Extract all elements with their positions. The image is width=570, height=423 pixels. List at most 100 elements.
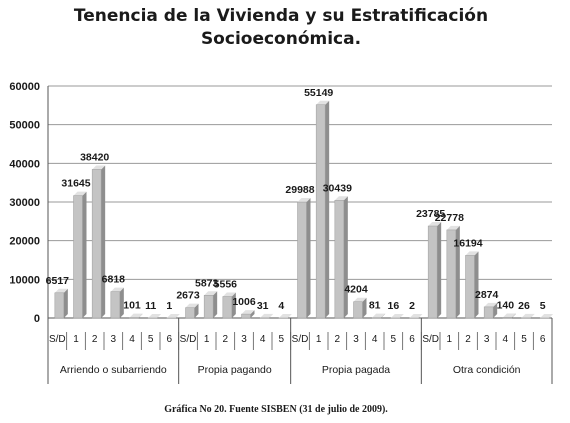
x-tick-label: 4: [129, 334, 135, 345]
bar-side: [362, 297, 367, 318]
bar-top: [73, 191, 87, 196]
bar: [315, 104, 326, 319]
bar-top: [204, 291, 218, 296]
bar: [185, 307, 195, 319]
group-label: Otra condición: [453, 364, 521, 376]
data-label: 2874: [475, 289, 499, 301]
data-label: 11: [145, 300, 156, 312]
data-label: 1006: [232, 296, 256, 308]
bar-side: [455, 225, 460, 318]
bar-side: [474, 251, 479, 318]
data-label: 4: [278, 300, 284, 312]
x-tick-label: 3: [484, 334, 490, 345]
bar-side: [511, 313, 516, 318]
bar-side: [437, 222, 442, 318]
group-label: Arriendo o subarriendo: [60, 364, 167, 376]
data-label: 140: [497, 299, 515, 311]
bar-top: [241, 310, 255, 315]
bar-top: [222, 292, 236, 297]
bar-top: [166, 313, 180, 318]
data-label: 4204: [344, 284, 368, 296]
bar-side: [138, 313, 143, 318]
data-label: 101: [123, 300, 141, 312]
bar: [91, 169, 102, 319]
x-tick-label: 1: [447, 334, 453, 345]
bar-side: [269, 313, 274, 318]
bar-side: [213, 291, 218, 318]
x-tick-label: 6: [167, 334, 173, 345]
bar-top: [260, 313, 274, 318]
x-tick-label: 3: [241, 334, 247, 345]
bar-side: [325, 100, 330, 318]
bar-top: [129, 313, 143, 318]
x-tick-label: 4: [503, 334, 509, 345]
y-tick-label: 60000: [9, 81, 40, 93]
data-label: 2: [409, 300, 415, 312]
bar-side: [381, 313, 386, 318]
x-tick-label: S/D: [422, 334, 439, 345]
bar-side: [175, 313, 180, 318]
y-tick-label: 50000: [9, 120, 40, 132]
bar: [483, 306, 494, 319]
x-axis-ticks: S/D 1 2 3 4 5 6 S/D 1 2 3 4 5 S/D 1 2 3 4 5 6 S/D 1 2 3 4 5 6: [49, 332, 553, 350]
data-label: 6517: [46, 275, 70, 287]
bar: [222, 296, 233, 319]
bar-top: [409, 313, 423, 318]
bar-side: [493, 302, 498, 318]
y-tick-label: 20000: [9, 236, 40, 248]
bar: [241, 313, 251, 319]
bar-side: [231, 292, 236, 318]
bar: [110, 291, 121, 319]
x-tick-label: 3: [111, 334, 117, 345]
bar-top: [297, 198, 311, 203]
bar-top: [521, 313, 535, 318]
bar-side: [399, 313, 404, 318]
bar-top: [540, 313, 554, 318]
x-tick-label: 4: [260, 334, 266, 345]
bar-top: [372, 313, 386, 318]
data-label: 5873: [195, 277, 219, 289]
group-label: Propia pagada: [322, 364, 390, 376]
bar-side: [157, 313, 162, 318]
bar-side: [530, 313, 535, 318]
bar-side: [250, 310, 255, 318]
bar: [73, 195, 83, 319]
bar: [427, 225, 438, 319]
data-label: 31: [257, 300, 269, 312]
bar-side: [306, 198, 311, 318]
bar: [502, 317, 513, 319]
chart-caption: Gráfica No 20. Fuente SISBEN (31 de juli…: [164, 404, 388, 415]
bar-side: [82, 191, 87, 318]
bar-top: [316, 100, 330, 105]
x-tick-label: 5: [391, 334, 397, 345]
bar-side: [549, 313, 554, 318]
data-label: 5556: [214, 279, 238, 291]
bar-top: [484, 302, 498, 307]
bar-side: [343, 196, 348, 318]
x-tick-label: 1: [316, 334, 322, 345]
data-label: 30439: [323, 182, 352, 194]
x-tick-label: 2: [335, 334, 341, 345]
bar: [465, 255, 475, 319]
data-label: 16: [387, 300, 399, 312]
bar: [446, 229, 457, 319]
bar: [297, 201, 307, 319]
bar-side: [119, 287, 124, 318]
y-tick-label: 30000: [9, 197, 40, 209]
bar: [54, 292, 65, 319]
bar-top: [502, 313, 516, 318]
bar-side: [287, 313, 292, 318]
bar-top: [390, 313, 404, 318]
data-label: 22778: [435, 212, 464, 224]
x-tick-label: S/D: [49, 334, 66, 345]
bars: [54, 100, 554, 319]
group-labels: Arriendo o subarriendo Propia pagando Prop…: [47, 318, 553, 384]
x-tick-label: 2: [223, 334, 229, 345]
data-label: 81: [369, 300, 381, 312]
data-label: 26: [518, 300, 530, 312]
data-label: 1: [166, 300, 172, 312]
y-tick-label: 40000: [9, 158, 40, 170]
data-label: 55149: [304, 87, 333, 99]
y-tick-label: 0: [34, 313, 40, 325]
